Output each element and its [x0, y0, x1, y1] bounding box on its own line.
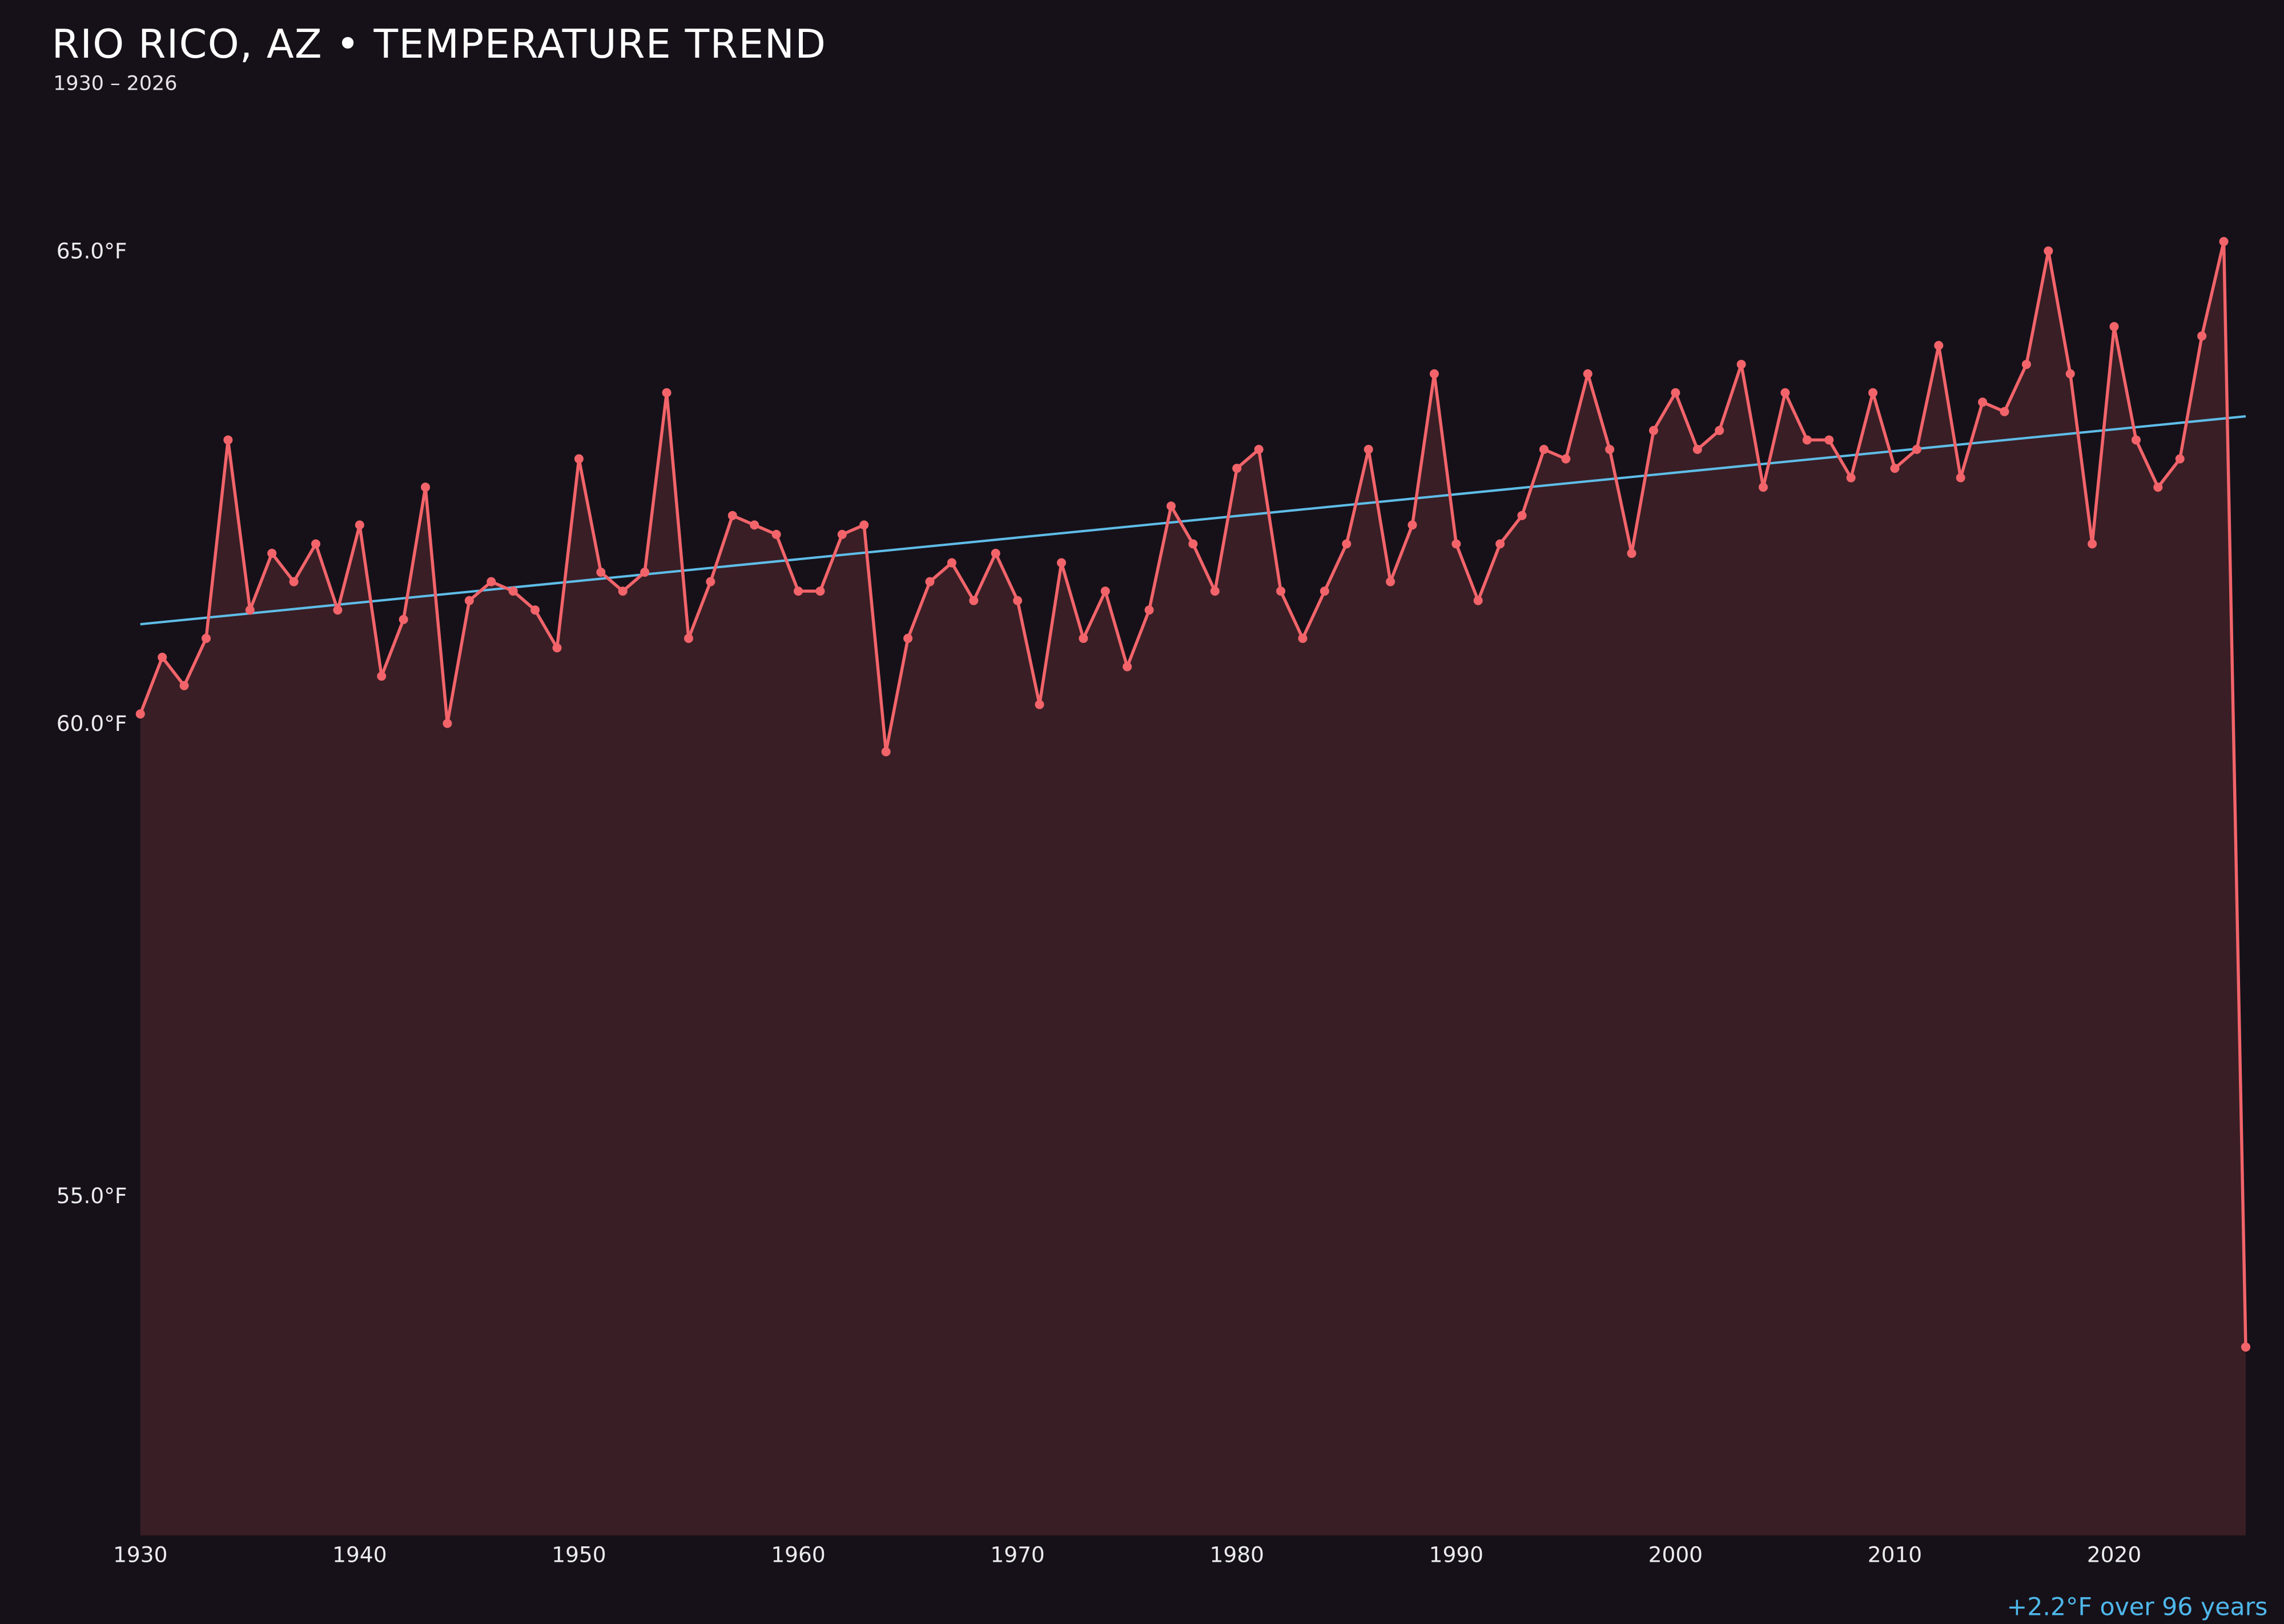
x-tick-label: 1970	[990, 1542, 1044, 1567]
x-tick-label: 2020	[2087, 1542, 2141, 1567]
area-fill-layer	[140, 241, 2246, 1535]
x-tick-label: 1940	[332, 1542, 387, 1567]
x-tick-label: 1950	[552, 1542, 606, 1567]
x-tick-label: 2000	[1648, 1542, 1703, 1567]
x-tick-label: 1980	[1210, 1542, 1264, 1567]
x-axis-tick-labels: 1930 1940 1950 1960 1970 1980 1990 2000 2010 2020	[113, 1542, 2141, 1567]
y-axis-tick-labels: 65.0°F 60.0°F 55.0°F	[57, 238, 127, 1208]
y-tick-label: 55.0°F	[57, 1183, 127, 1208]
chart-title: RIO RICO, AZ • TEMPERATURE TREND	[52, 21, 827, 67]
x-tick-label: 1930	[113, 1542, 167, 1567]
y-tick-label: 60.0°F	[57, 711, 127, 736]
trendline-layer	[140, 415, 2246, 626]
x-tick-label: 1960	[771, 1542, 825, 1567]
x-tick-label: 2010	[1868, 1542, 1922, 1567]
trend-annotation: +2.2°F over 96 years	[2006, 1593, 2267, 1621]
y-tick-label: 65.0°F	[57, 238, 127, 263]
x-tick-label: 1990	[1429, 1542, 1483, 1567]
data-point-layer	[135, 236, 2251, 1352]
chart-subtitle: 1930 – 2026	[53, 73, 177, 95]
